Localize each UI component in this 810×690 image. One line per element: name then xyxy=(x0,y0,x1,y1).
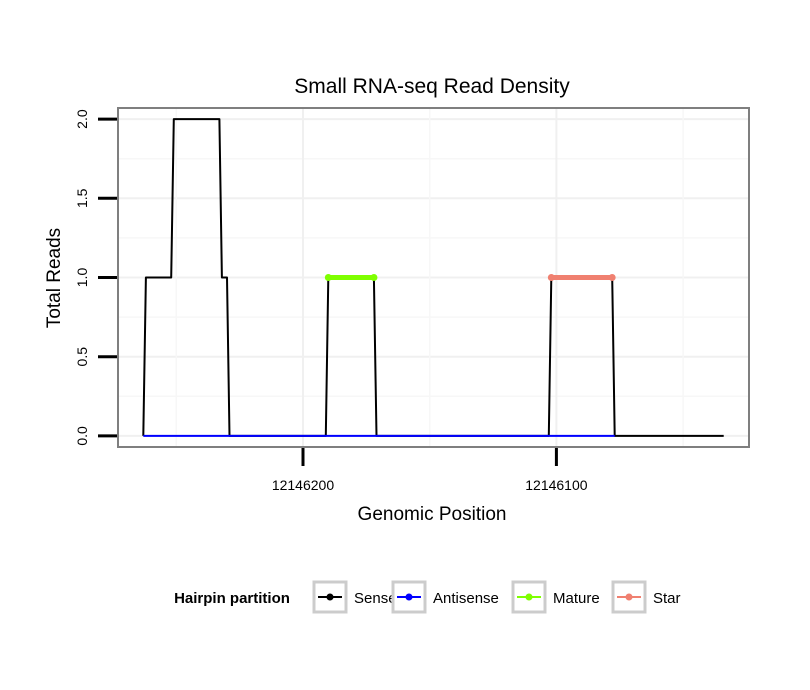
legend-key-point-antisense xyxy=(405,593,413,601)
legend-key-point-sense xyxy=(326,593,334,601)
series-layer xyxy=(142,118,724,437)
legend: Hairpin partition Sense Antisense Mature Sta… xyxy=(174,580,681,614)
series-point-mature xyxy=(324,274,332,281)
y-axis: 0.0 0.5 1.0 1.5 2.0 xyxy=(74,109,117,446)
y-tick-label: 1.5 xyxy=(74,188,90,208)
series-point-mature xyxy=(370,274,378,281)
gridlines xyxy=(118,108,749,447)
x-tick-label: 12146100 xyxy=(525,477,588,493)
legend-label-sense: Sense xyxy=(354,590,397,607)
y-tick-label: 0.0 xyxy=(74,426,90,446)
x-axis: 12146200 12146100 xyxy=(272,448,588,493)
y-tick-label: 0.5 xyxy=(74,347,90,367)
legend-key-point-star xyxy=(625,593,633,601)
legend-label-antisense: Antisense xyxy=(433,590,499,607)
legend-title: Hairpin partition xyxy=(174,590,290,607)
series-point-star xyxy=(608,274,616,281)
x-axis-label: Genomic Position xyxy=(358,504,507,525)
x-tick-label: 12146200 xyxy=(272,477,335,493)
y-axis-label: Total Reads xyxy=(44,228,65,328)
legend-label-star: Star xyxy=(653,590,681,607)
legend-key-point-mature xyxy=(525,593,533,601)
chart-title: Small RNA-seq Read Density xyxy=(294,75,570,98)
legend-label-mature: Mature xyxy=(553,590,600,607)
plot-panel-border xyxy=(117,107,750,448)
y-tick-label: 2.0 xyxy=(74,109,90,129)
y-tick-label: 1.0 xyxy=(74,268,90,288)
series-point-star xyxy=(547,274,555,281)
